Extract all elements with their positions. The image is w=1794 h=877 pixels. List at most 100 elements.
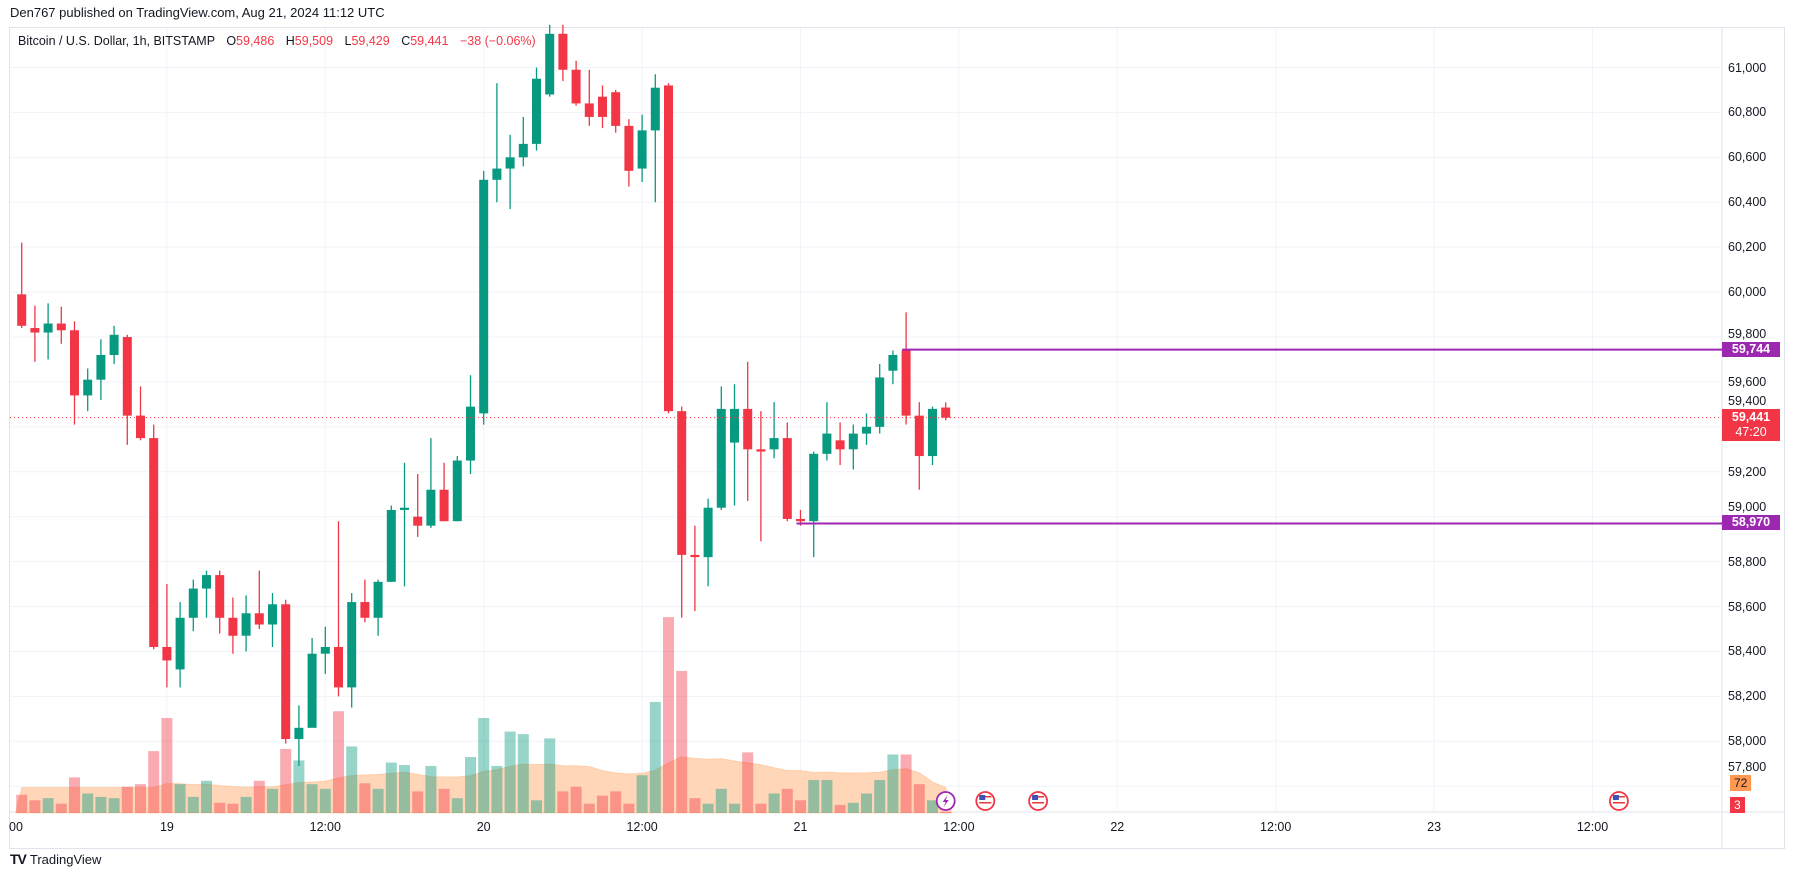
volume-bar [29,800,41,813]
events [935,791,1629,811]
volume-bar [108,798,120,813]
candle-down [677,411,687,555]
candle-down [162,646,172,661]
volume-bar [847,802,859,813]
candle-down [743,408,753,450]
candle-up [202,575,211,589]
volume-ma-area [15,756,953,814]
candle-down [835,440,845,450]
price-tick-label: 59,400 [1728,393,1767,408]
lightning-icon-glyph [942,795,949,807]
volume-bar [531,800,542,813]
volume-bar [702,803,714,813]
candle-up [822,433,832,454]
candle-up [848,433,858,450]
volume-bar [478,718,490,813]
volume-bar [55,803,67,813]
volume-bar [385,762,397,813]
candle-down [334,646,343,688]
flag-stripe [1612,802,1625,804]
candle-up [320,646,330,654]
candle-down [30,328,40,333]
candle-down [690,554,700,558]
candle-up [241,613,251,636]
candle-down [796,518,805,522]
chart-frame [9,27,1785,849]
candle-down [149,438,159,647]
volume-bar [821,779,833,813]
candle-down [17,294,27,326]
candle-down [56,323,66,331]
candle-up [545,33,555,95]
price-tick-label: 59,600 [1728,374,1767,389]
candle-down [664,85,673,412]
volume-bar [425,765,437,813]
symbol-title: Bitcoin / U.S. Dollar, 1h, BITSTAMP [18,34,215,48]
volume-bar [834,804,846,813]
candle-up [307,653,317,728]
volume-pane [15,617,953,814]
volume-bar [161,718,173,813]
volume-bar [293,760,305,813]
volume-bar [16,794,28,813]
candle-down [136,415,145,439]
levels [10,348,1722,525]
volume-bar [319,788,331,813]
candle-up [928,408,937,457]
volume-bar [82,793,94,813]
candle-up [769,438,779,450]
price-tick-label: 59,800 [1728,326,1767,341]
candle-up [294,727,304,740]
grid [10,28,1784,848]
candle-up [347,602,357,688]
time-tick-label: 12:00 [943,820,975,834]
flag-stripe [1032,802,1045,804]
candle-up [809,453,819,522]
volume-bar [240,796,252,813]
us-flag-icon [1609,791,1629,811]
close-value: 59,441 [410,34,449,48]
candle-down [756,449,766,452]
time-tick-label: 19 [159,820,174,834]
candle-down [215,575,225,618]
volume-bar [214,802,226,813]
high-key: H [285,34,295,48]
candle-down [558,33,568,70]
resistance-price-tag: 59,744 [1722,341,1780,357]
candle-up [716,408,726,508]
candle-down [584,103,594,117]
candle-down [439,489,449,522]
volume-bar [346,746,358,813]
low-value: 59,429 [351,34,390,48]
volume-bar [148,751,160,813]
candle-down [611,92,621,126]
candle-down [360,602,370,618]
symbol-legend[interactable]: Bitcoin / U.S. Dollar, 1h, BITSTAMP O 59,… [18,34,536,48]
volume-bar [808,779,820,813]
candle-down [571,69,581,104]
candle-up [862,426,871,434]
time-tick-label: 22 [1110,820,1125,834]
volume-bar [729,803,740,813]
time-tick-label: 00 [9,820,23,834]
volume-bar [438,788,450,813]
open-key: O [226,34,237,48]
volume-bar [861,793,872,813]
volume-bar [451,798,463,813]
volume-bar [491,765,503,813]
volume-bar [187,796,199,813]
time-tick-label: 23 [1427,820,1442,834]
candle-down [941,407,951,418]
price-tick-label: 58,200 [1728,689,1767,704]
candle-up [703,507,713,558]
volume-bar [517,734,529,813]
candle-up [875,377,885,427]
price-tick-label: 60,000 [1728,285,1767,300]
footer[interactable]: TV TradingView [10,851,101,867]
us-flag-icon [1028,791,1048,811]
candles [17,24,951,767]
candle-down [228,617,238,636]
volume-bar [623,803,635,813]
candle-down [413,516,423,526]
